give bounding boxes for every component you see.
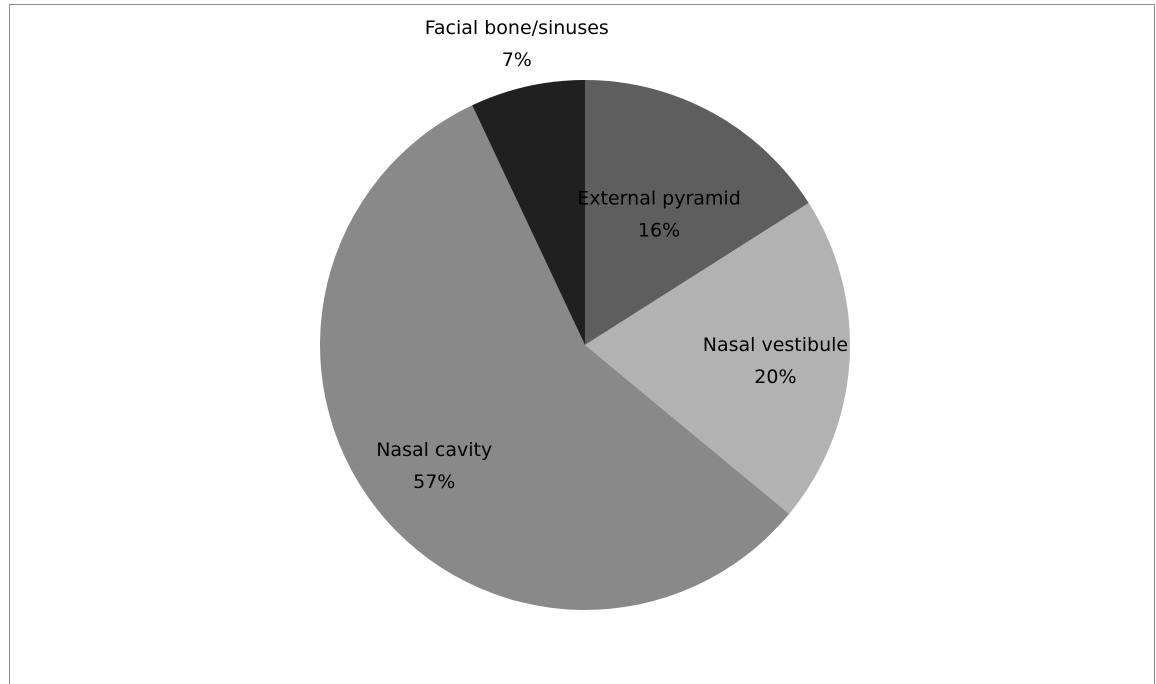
slice-value-nasal-vestibule: 20%	[754, 366, 796, 388]
slice-label-external-pyramid: External pyramid	[577, 187, 740, 209]
slice-nasal-vestibule	[585, 203, 850, 514]
slice-label-nasal-cavity: Nasal cavity	[376, 439, 492, 461]
slice-value-facial-bone-sinuses: 7%	[502, 49, 532, 71]
slice-facial-bone-sinuses	[472, 80, 585, 345]
slice-external-pyramid	[585, 80, 809, 345]
slice-nasal-cavity	[320, 105, 790, 610]
slice-value-external-pyramid: 16%	[638, 219, 680, 241]
slice-label-facial-bone-sinuses: Facial bone/sinuses	[425, 17, 609, 39]
pie-slices	[320, 80, 850, 610]
slice-label-nasal-vestibule: Nasal vestibule	[703, 334, 848, 356]
slice-value-nasal-cavity: 57%	[413, 471, 455, 493]
pie-labels: External pyramid 16% Nasal vestibule 20% Nas…	[376, 17, 848, 493]
